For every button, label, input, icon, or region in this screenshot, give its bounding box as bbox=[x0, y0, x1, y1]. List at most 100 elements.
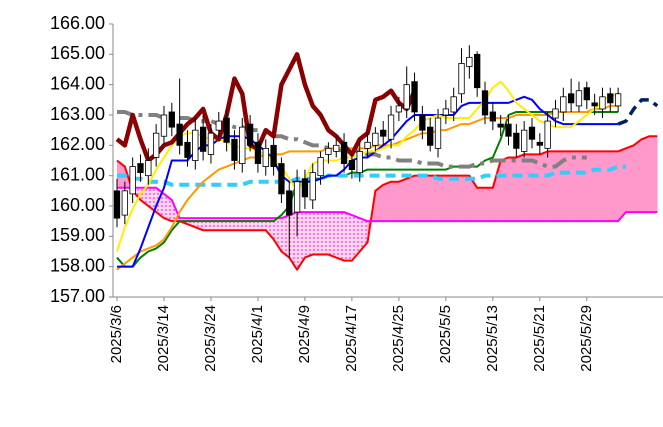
candle-body bbox=[567, 93, 575, 104]
candle-body bbox=[521, 129, 528, 152]
cloud-fill bbox=[438, 175, 447, 222]
indicator-line bbox=[115, 52, 417, 163]
cloud-fill bbox=[156, 187, 165, 219]
candle-body bbox=[450, 96, 457, 113]
cloud-fill bbox=[492, 160, 501, 222]
candle-body bbox=[497, 123, 504, 128]
cloud-fill bbox=[250, 218, 259, 231]
cloud-fill bbox=[625, 145, 635, 213]
y-tick-label: 165.00 bbox=[50, 43, 105, 63]
cloud-fill bbox=[453, 175, 462, 222]
cloud-fill bbox=[555, 151, 564, 222]
indicator-line bbox=[117, 186, 658, 223]
candle-body bbox=[489, 111, 496, 122]
cloud-fill bbox=[163, 193, 173, 222]
cloud-fill bbox=[265, 218, 274, 240]
candle-body bbox=[552, 108, 559, 119]
candle-body bbox=[270, 144, 277, 167]
candle-body bbox=[513, 132, 520, 149]
candle-body bbox=[293, 181, 301, 213]
y-tick-label: 158.00 bbox=[50, 255, 105, 275]
cloud-fill bbox=[563, 151, 572, 222]
x-tick-label: 2025/4/9 bbox=[296, 305, 313, 363]
cloud-fill bbox=[633, 139, 642, 213]
candle-body bbox=[192, 129, 199, 161]
candle-body bbox=[246, 123, 254, 146]
indicator-line bbox=[116, 110, 619, 268]
candle-body bbox=[395, 105, 403, 113]
cloud-fill bbox=[445, 175, 454, 222]
y-tick-label: 157.00 bbox=[50, 286, 105, 306]
candle-body bbox=[340, 141, 348, 164]
cloud-fill bbox=[461, 175, 470, 222]
cloud-fill bbox=[289, 212, 298, 270]
candle-body bbox=[262, 147, 269, 167]
candle-body bbox=[301, 178, 309, 198]
candle-body bbox=[505, 123, 512, 137]
cloud-fill bbox=[375, 184, 384, 222]
candle-body bbox=[599, 96, 606, 110]
cloud-fill bbox=[320, 212, 329, 255]
x-tick-label: 2025/4/1 bbox=[249, 305, 266, 363]
candle-body bbox=[427, 126, 434, 146]
cloud-fill bbox=[383, 181, 392, 222]
candle-body bbox=[364, 141, 371, 149]
cloud-fill bbox=[485, 187, 494, 222]
candle-body bbox=[145, 160, 152, 177]
candle-body bbox=[223, 117, 230, 143]
y-tick-label: 160.00 bbox=[50, 195, 105, 215]
candle-body bbox=[176, 123, 183, 146]
candle-body bbox=[286, 190, 293, 216]
candle-body bbox=[466, 56, 473, 67]
indicator-line bbox=[617, 98, 659, 126]
candle-body bbox=[591, 102, 598, 107]
candle-body bbox=[481, 90, 489, 116]
candle-body bbox=[536, 141, 543, 146]
candle-body bbox=[129, 166, 136, 195]
candle-body bbox=[560, 96, 567, 113]
x-tick-label: 2025/4/25 bbox=[390, 305, 407, 372]
candle-body bbox=[231, 138, 238, 161]
cloud-fill bbox=[594, 151, 603, 222]
cloud-fill bbox=[312, 212, 321, 255]
y-tick-label: 163.00 bbox=[50, 104, 105, 124]
candle-body bbox=[419, 114, 426, 131]
cloud-fill bbox=[500, 157, 509, 222]
cloud-fill bbox=[344, 212, 353, 261]
y-tick-label: 164.00 bbox=[50, 73, 105, 93]
cloud-fill bbox=[610, 151, 619, 222]
candle-body bbox=[544, 120, 551, 149]
cloud-fill bbox=[547, 151, 556, 222]
cloud-fill bbox=[281, 215, 290, 258]
cloud-fill bbox=[602, 151, 611, 222]
cloud-fill bbox=[469, 175, 478, 222]
cloud-fill bbox=[257, 218, 267, 231]
x-tick-label: 2025/5/29 bbox=[578, 305, 595, 372]
cloud-fill bbox=[336, 212, 345, 261]
candle-body bbox=[121, 190, 128, 216]
candle-body bbox=[207, 132, 215, 155]
cloud-fill bbox=[539, 151, 548, 222]
candle-body bbox=[411, 81, 418, 113]
candle-body bbox=[372, 132, 379, 146]
cloud-fill bbox=[571, 151, 580, 222]
cloud-fill bbox=[531, 154, 541, 222]
candle-body bbox=[199, 126, 207, 152]
candle-body bbox=[309, 172, 316, 201]
y-tick-label: 162.00 bbox=[50, 134, 105, 154]
cloud-fill bbox=[430, 175, 439, 222]
y-tick-label: 159.00 bbox=[50, 225, 105, 245]
cloud-fill bbox=[414, 175, 423, 222]
cloud-fill bbox=[422, 175, 431, 222]
candle-body bbox=[137, 163, 144, 174]
x-tick-label: 2025/5/21 bbox=[531, 305, 548, 372]
cloud-fill bbox=[242, 218, 251, 231]
x-tick-label: 2025/3/24 bbox=[202, 305, 219, 372]
y-tick-label: 166.00 bbox=[50, 13, 105, 33]
cloud-fill bbox=[234, 218, 243, 231]
cloud-fill bbox=[398, 178, 408, 222]
candle-body bbox=[113, 190, 121, 219]
cloud-fill bbox=[203, 218, 212, 231]
candle-body bbox=[160, 114, 168, 137]
